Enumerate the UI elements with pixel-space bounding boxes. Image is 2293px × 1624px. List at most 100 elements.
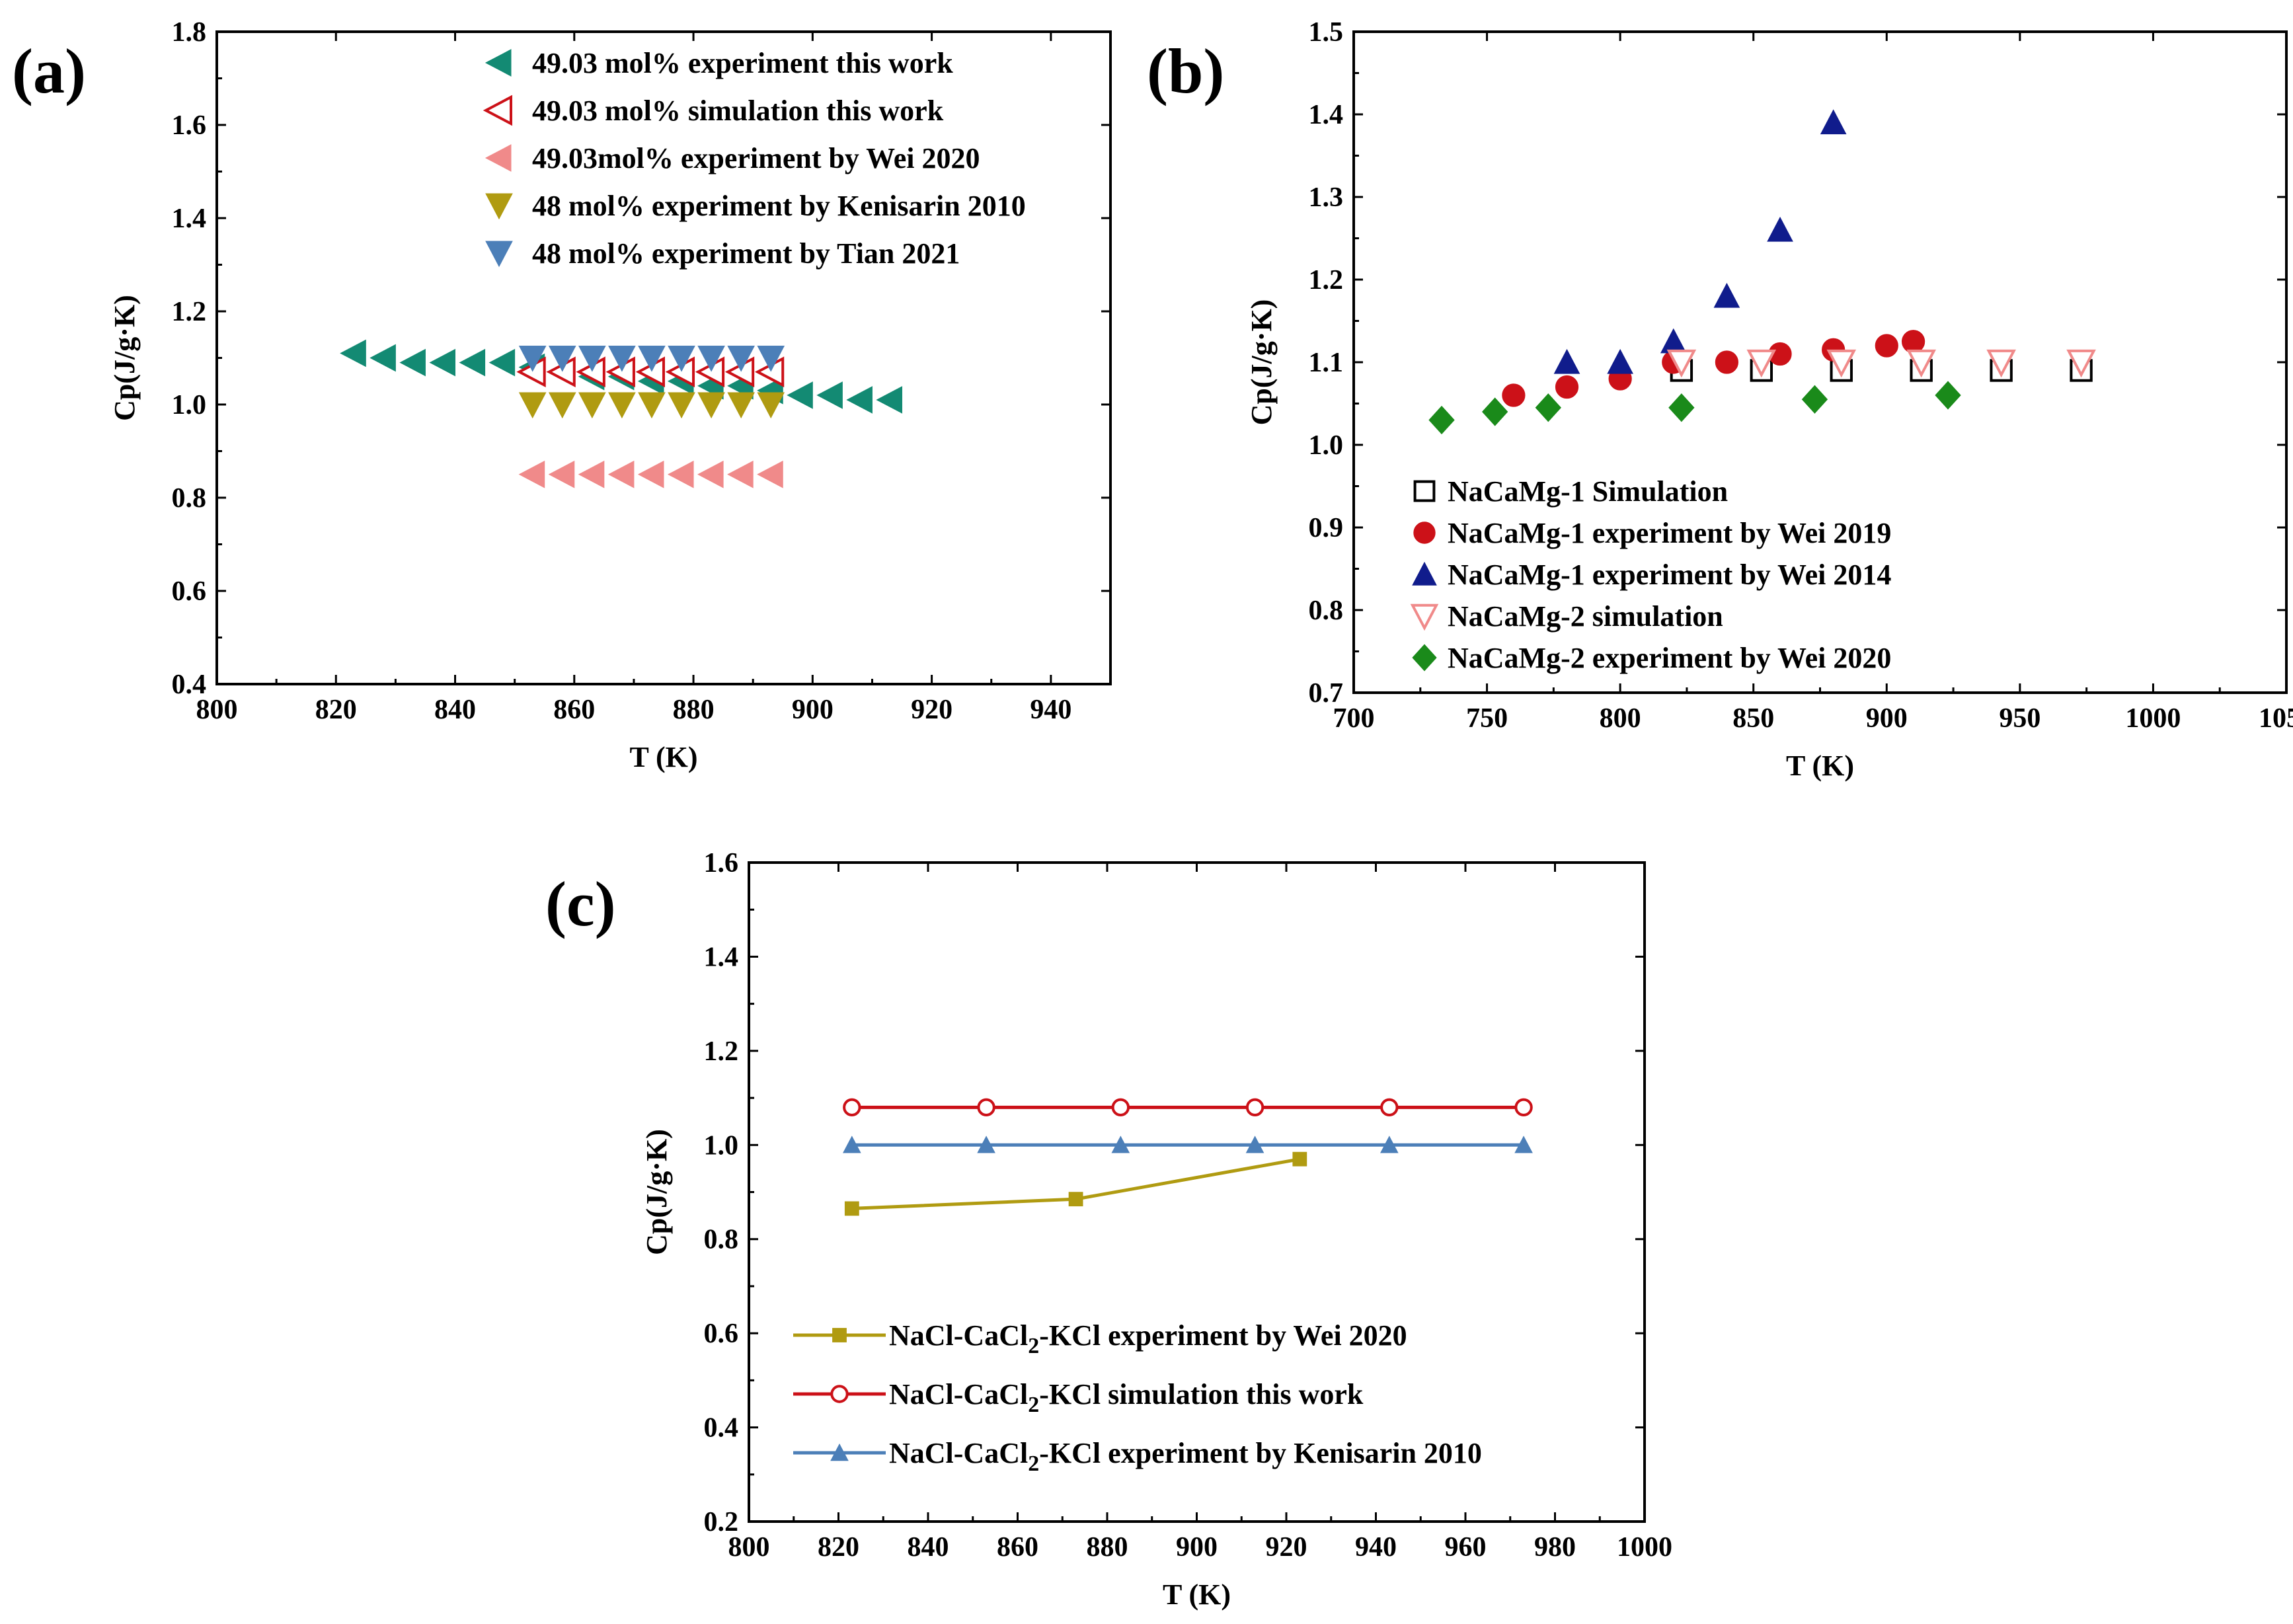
y-tick-label: 1.2 <box>704 1036 739 1067</box>
data-point <box>1826 349 1857 378</box>
data-point <box>607 460 635 488</box>
y-tick-label: 0.8 <box>1309 596 1344 626</box>
data-point <box>667 460 694 488</box>
series-2 <box>516 356 785 387</box>
x-tick-label: 850 <box>1732 703 1774 734</box>
data-point <box>429 348 456 377</box>
y-tick-label: 1.3 <box>1309 182 1344 213</box>
data-point <box>1481 397 1508 426</box>
y-tick-label: 0.8 <box>172 483 207 514</box>
legend-marker <box>483 95 512 126</box>
x-tick-label: 800 <box>196 695 238 725</box>
x-tick-label: 800 <box>1600 703 1641 734</box>
legend-item: NaCl-CaCl2-KCl experiment by Wei 2020 <box>793 1319 1407 1358</box>
data-point <box>842 1136 861 1153</box>
legend-marker <box>1413 480 1436 502</box>
data-point <box>697 460 724 488</box>
x-tick-label: 900 <box>1866 703 1908 734</box>
data-point <box>727 346 756 372</box>
x-tick-label: 880 <box>673 695 715 725</box>
series-5 <box>518 346 785 372</box>
legend-label: NaCl-CaCl2-KCl simulation this work <box>889 1378 1364 1417</box>
y-tick-label: 0.4 <box>704 1413 739 1444</box>
x-tick-label: 1050 <box>2259 703 2293 734</box>
data-point <box>1502 383 1526 407</box>
x-tick-label: 800 <box>728 1532 770 1563</box>
data-point <box>1514 1098 1533 1117</box>
x-tick-label: 900 <box>792 695 834 725</box>
series-4 <box>518 392 785 419</box>
chart-b: (b) 700 750 800 850 900 950 1000 1050 0.7 0.8 0.9 1.… <box>1147 17 2293 782</box>
y-axis-title: Cp(J/g·K) <box>1245 299 1278 426</box>
legend-label: 49.03mol% experiment by Wei 2020 <box>532 142 980 174</box>
data-point <box>638 346 666 372</box>
x-tick-label: 860 <box>553 695 595 725</box>
plot-frame <box>1352 30 2288 694</box>
data-point <box>459 348 486 377</box>
plot-frame <box>748 861 1646 1523</box>
data-point <box>1555 375 1579 399</box>
data-point <box>518 392 547 419</box>
data-point <box>697 392 725 419</box>
data-point <box>608 392 636 419</box>
y-tick-label: 1.8 <box>172 17 207 48</box>
y-tick-label: 1.2 <box>172 297 207 327</box>
x-tick-label: 1000 <box>2125 703 2181 734</box>
legend-item: NaCaMg-2 simulation <box>1410 600 1723 633</box>
data-point <box>638 392 666 419</box>
x-tick-label: 820 <box>818 1532 859 1563</box>
data-point <box>977 1136 995 1153</box>
chart-a: (a) 800 820 840 860 880 900 920 940 0.4 0.6 0.8 1.0 1… <box>12 17 1112 773</box>
y-tick-label: 0.8 <box>704 1225 739 1255</box>
data-point <box>844 1201 859 1216</box>
data-point <box>1906 349 1937 378</box>
legend-marker <box>1412 561 1437 586</box>
data-point <box>816 381 843 409</box>
x-tick-label: 940 <box>1030 695 1071 725</box>
legend-label: NaCaMg-2 simulation <box>1448 600 1723 633</box>
x-tick-label: 860 <box>997 1532 1038 1563</box>
data-point <box>1902 330 1925 354</box>
legend-item: NaCaMg-1 experiment by Wei 2014 <box>1412 559 1891 591</box>
data-point <box>1514 1136 1533 1153</box>
legend-label: 49.03 mol% simulation this work <box>532 95 944 127</box>
data-point <box>757 346 785 372</box>
data-point <box>843 1098 861 1117</box>
series-2 <box>843 1098 1533 1117</box>
legend-marker <box>830 1443 849 1461</box>
data-point <box>1111 1098 1130 1117</box>
legend-label: 49.03 mol% experiment this work <box>532 47 953 79</box>
data-point <box>1666 349 1697 378</box>
x-axis-title: T (K) <box>1786 750 1854 782</box>
legend-label-subscript: 2 <box>1028 1334 1039 1358</box>
data-point <box>488 348 516 377</box>
y-tick-label: 0.6 <box>704 1319 739 1349</box>
legend-label: NaCaMg-1 experiment by Wei 2019 <box>1448 517 1891 549</box>
series-3 <box>1553 109 1847 374</box>
x-tick-label: 750 <box>1466 703 1508 734</box>
data-point <box>846 386 873 414</box>
data-point <box>727 460 754 488</box>
legend-marker <box>485 144 512 172</box>
data-point <box>637 460 664 488</box>
x-axis-title: T (K) <box>1163 1578 1231 1611</box>
data-point <box>578 460 605 488</box>
y-tick-label: 1.0 <box>704 1130 739 1161</box>
legend-label: NaCaMg-1 experiment by Wei 2014 <box>1448 559 1891 591</box>
panel-label: (c) <box>545 869 616 939</box>
legend-marker <box>485 49 512 77</box>
x-axis-title: T (K) <box>629 741 697 773</box>
data-point <box>1767 216 1793 242</box>
legend-item: NaCaMg-2 experiment by Wei 2020 <box>1412 642 1891 674</box>
data-point <box>1801 385 1828 414</box>
y-tick-label: 0.7 <box>1309 678 1344 709</box>
data-point <box>578 392 606 419</box>
data-point <box>1380 1136 1399 1153</box>
data-point <box>668 392 695 419</box>
y-tick-label: 1.0 <box>1309 430 1344 461</box>
legend-label-part: NaCl-CaCl <box>889 1437 1028 1469</box>
legend-label: 48 mol% experiment by Tian 2021 <box>532 237 960 270</box>
series-1 <box>844 1151 1307 1216</box>
legend-item: NaCaMg-1 experiment by Wei 2019 <box>1413 517 1891 549</box>
x-tick-label: 950 <box>1999 703 2040 734</box>
